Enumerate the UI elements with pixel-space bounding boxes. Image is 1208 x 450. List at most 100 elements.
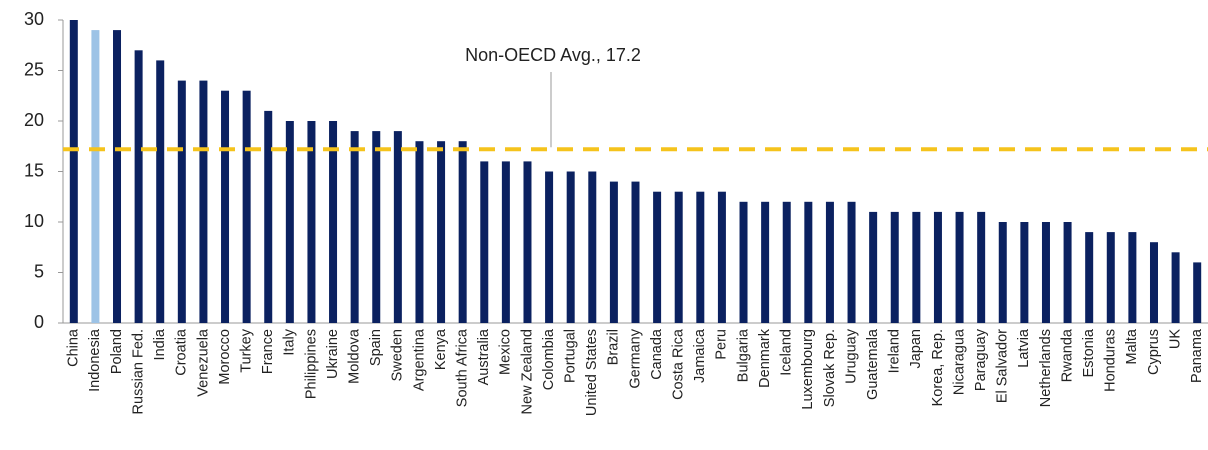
bar [415, 141, 424, 323]
bar [134, 50, 143, 324]
x-tick-label: Ireland [887, 329, 903, 373]
bar [1063, 222, 1072, 323]
x-tick-label: Estonia [1081, 328, 1097, 377]
x-tick-label: Sweden [390, 329, 406, 381]
bar [847, 201, 856, 323]
x-tick-label: Luxembourg [800, 329, 816, 410]
bar [1128, 232, 1137, 323]
bar [156, 60, 165, 324]
bar [372, 131, 381, 323]
bar [199, 80, 208, 323]
bar [804, 201, 813, 323]
bar [653, 191, 662, 323]
x-tick-label: Iceland [779, 329, 795, 376]
bar [1193, 262, 1202, 323]
bar [545, 171, 554, 323]
bar [825, 201, 834, 323]
x-tick-label: Bulgaria [735, 328, 751, 382]
y-tick-label: 25 [24, 59, 44, 79]
x-tick-label: China [66, 328, 82, 367]
bar [977, 211, 986, 323]
x-tick-label: South Africa [454, 328, 470, 407]
bar [1171, 252, 1180, 323]
bar [890, 211, 899, 323]
bar [307, 121, 316, 323]
x-tick-label: Australia [476, 328, 492, 385]
bar [609, 181, 618, 323]
x-tick-label: Russian Fed. [130, 329, 146, 414]
bar [458, 141, 467, 323]
x-tick-label: Spain [368, 329, 384, 366]
bar [501, 161, 510, 323]
y-tick-label: 30 [24, 9, 44, 29]
bar [588, 171, 597, 323]
bar [933, 211, 942, 323]
bar [696, 191, 705, 323]
bar [674, 191, 683, 323]
bar [350, 131, 359, 323]
x-tick-label: Italy [282, 328, 298, 355]
x-tick-label: Canada [649, 328, 665, 380]
y-tick-label: 10 [24, 211, 44, 231]
x-tick-label: Kenya [433, 328, 449, 370]
x-tick-label: Malta [1124, 328, 1140, 364]
bar [761, 201, 770, 323]
x-tick-label: Latvia [1016, 328, 1032, 368]
x-tick-label: Mexico [498, 329, 514, 375]
y-tick-label: 5 [34, 261, 44, 281]
x-tick-label: Germany [627, 328, 643, 388]
x-tick-label: Panama [1189, 328, 1205, 383]
x-tick-label: Uruguay [843, 328, 859, 384]
x-tick-label: Slovak Rep. [822, 329, 838, 407]
x-tick-label: Argentina [411, 328, 427, 391]
x-tick-label: Philippines [303, 329, 319, 399]
bar [523, 161, 532, 323]
bar [329, 121, 338, 323]
x-tick-label: Croatia [174, 328, 190, 376]
bar [717, 191, 726, 323]
x-tick-label: New Zealand [519, 329, 535, 414]
x-tick-label: Ukraine [325, 329, 341, 379]
x-tick-label: Brazil [606, 329, 622, 365]
bar [1085, 232, 1094, 323]
x-tick-label: Korea, Rep. [930, 329, 946, 406]
x-tick-label: Venezuela [195, 328, 211, 397]
reference-label: Non-OECD Avg., 17.2 [465, 45, 641, 65]
x-tick-label: Poland [109, 329, 125, 374]
x-tick-label: Costa Rica [671, 328, 687, 400]
x-tick-label: France [260, 329, 276, 374]
bar [631, 181, 640, 323]
bar [437, 141, 446, 323]
bar [1020, 222, 1029, 323]
x-tick-label: UK [1167, 329, 1183, 349]
x-tick-label: Colombia [541, 328, 557, 390]
bar [69, 20, 78, 323]
bar [782, 201, 791, 323]
bar [91, 30, 100, 323]
bar [955, 211, 964, 323]
bar [242, 90, 251, 323]
x-tick-label: Turkey [238, 328, 254, 373]
bar [113, 30, 122, 323]
bar [566, 171, 575, 323]
y-tick-label: 0 [34, 312, 44, 332]
bar [1106, 232, 1115, 323]
x-tick-label: Netherlands [1038, 329, 1054, 407]
bar [998, 222, 1007, 323]
bar [285, 121, 294, 323]
x-tick-label: India [152, 328, 168, 360]
x-tick-label: Denmark [757, 328, 773, 388]
x-tick-label: Jamaica [692, 328, 708, 383]
bar [1041, 222, 1050, 323]
y-tick-label: 20 [24, 110, 44, 130]
x-tick-label: El Salvador [995, 329, 1011, 403]
x-tick-label: Paraguay [973, 328, 989, 391]
x-tick-label: Portugal [563, 329, 579, 383]
bar [221, 90, 230, 323]
x-tick-label: Moldova [346, 328, 362, 384]
x-tick-label: Honduras [1103, 329, 1119, 392]
x-tick-label: Peru [714, 329, 730, 360]
bar [912, 211, 921, 323]
bar [1149, 242, 1158, 323]
